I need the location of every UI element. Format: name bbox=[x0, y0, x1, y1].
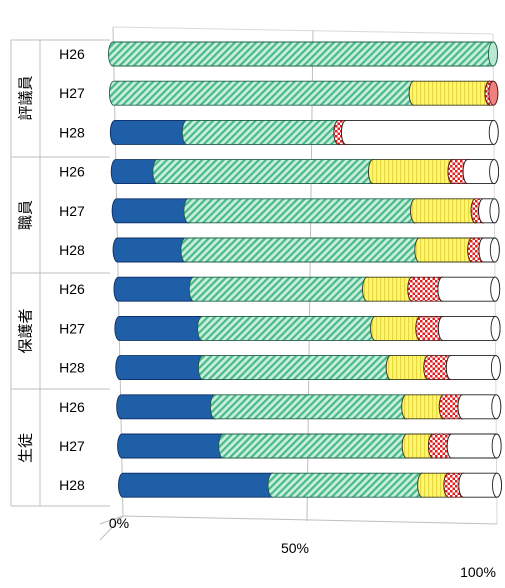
group-label: 評議員 bbox=[17, 75, 35, 120]
bar-segment bbox=[109, 119, 192, 145]
bar-segment bbox=[183, 198, 421, 224]
row-label: H27 bbox=[59, 320, 85, 336]
bar-segment-end bbox=[492, 472, 502, 498]
bar-segment bbox=[108, 41, 498, 67]
x-tick-label: 100% bbox=[460, 564, 496, 580]
x-tick-label: 50% bbox=[281, 540, 309, 556]
bar-segment bbox=[112, 237, 191, 263]
bar-segment bbox=[116, 394, 220, 420]
bar-segment-end bbox=[488, 41, 498, 67]
row-label: H27 bbox=[59, 438, 85, 454]
bar-row-9 bbox=[116, 394, 502, 420]
bar-row-5 bbox=[112, 237, 500, 263]
bar-segment bbox=[181, 119, 344, 145]
row-label: H26 bbox=[59, 46, 85, 62]
bar-segment bbox=[152, 159, 378, 185]
bar-row-3 bbox=[110, 159, 500, 185]
bar-segment bbox=[180, 237, 425, 263]
bar-segment bbox=[108, 80, 419, 106]
bar-segment bbox=[197, 355, 396, 381]
bar-segment bbox=[111, 198, 194, 224]
bar-segment-end bbox=[489, 198, 500, 224]
row-label: H28 bbox=[59, 477, 85, 493]
x-tick-label: 0% bbox=[109, 515, 129, 531]
row-label: H26 bbox=[59, 281, 85, 297]
bar-segment bbox=[114, 315, 208, 341]
bar-segment bbox=[368, 159, 458, 185]
bar-row-7 bbox=[114, 315, 501, 341]
bar-row-0 bbox=[108, 41, 498, 67]
floor-depth-line bbox=[99, 515, 124, 541]
bar-segment bbox=[113, 276, 199, 302]
bar-row-6 bbox=[113, 276, 501, 302]
bar-segment-end bbox=[491, 433, 502, 459]
bar-segment-end bbox=[491, 394, 502, 420]
bar-row-8 bbox=[115, 355, 501, 381]
bar-segment bbox=[267, 472, 428, 498]
row-label: H26 bbox=[59, 164, 85, 180]
bar-segment bbox=[197, 315, 381, 341]
floor-left-line bbox=[99, 515, 124, 525]
bar-segment-end bbox=[488, 119, 499, 145]
bar-segment bbox=[118, 472, 278, 498]
bar-segment bbox=[341, 119, 499, 145]
bar-segment-end bbox=[489, 237, 500, 263]
group-label: 職員 bbox=[18, 200, 35, 230]
bar-segment-end bbox=[490, 315, 501, 341]
row-label: H26 bbox=[59, 399, 85, 415]
row-label: H28 bbox=[59, 242, 85, 258]
row-label: H28 bbox=[59, 124, 85, 140]
row-label: H27 bbox=[59, 203, 85, 219]
bar-segment bbox=[408, 80, 495, 106]
bar-segment bbox=[115, 355, 208, 381]
bar-row-11 bbox=[118, 472, 502, 498]
bar-segment bbox=[210, 394, 412, 420]
bar-segment-end bbox=[488, 80, 499, 106]
bar-segment bbox=[117, 433, 229, 459]
bar-segment-end bbox=[490, 355, 501, 381]
top-wall-line bbox=[112, 26, 494, 35]
bars-layer bbox=[108, 41, 502, 498]
group-label: 保護者 bbox=[18, 308, 35, 353]
group-label: 生徒 bbox=[18, 433, 35, 463]
bar-segment-end bbox=[490, 276, 501, 302]
bar-row-2 bbox=[109, 119, 499, 145]
bar-segment bbox=[410, 198, 481, 224]
row-label: H28 bbox=[59, 360, 85, 376]
bar-segment-end bbox=[489, 159, 500, 185]
bar-segment bbox=[218, 433, 412, 459]
bar-row-10 bbox=[117, 433, 502, 459]
bar-segment bbox=[188, 276, 373, 302]
plot-frame bbox=[10, 26, 498, 541]
bar-row-4 bbox=[111, 198, 500, 224]
row-label: H27 bbox=[59, 85, 85, 101]
bar-row-1 bbox=[108, 80, 499, 106]
floor-front-line bbox=[122, 515, 498, 525]
labels-layer: H26 H27 H28 評議員 H26 H27 H28 職員 H26 H27 H28 保護者 H26 H2… bbox=[17, 46, 496, 580]
